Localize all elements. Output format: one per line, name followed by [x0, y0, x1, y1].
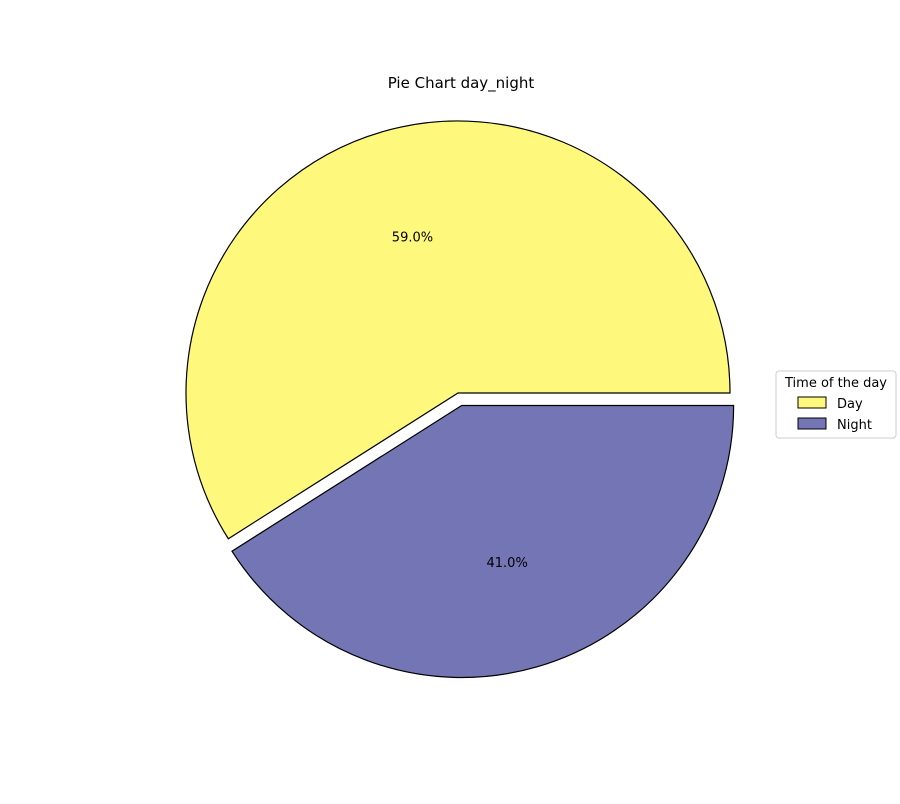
- pie-pct-label-day: 59.0%: [392, 230, 433, 245]
- pie-slice-day: [185, 120, 731, 540]
- legend-swatch-night: [797, 417, 827, 430]
- legend-label-night: Night: [837, 418, 872, 433]
- chart-title: Pie Chart day_night: [388, 74, 535, 93]
- legend: Time of the day Day Night: [775, 370, 897, 439]
- pie-slices: [185, 120, 735, 679]
- pie-data-labels: 59.0% 41.0%: [392, 230, 528, 571]
- legend-swatch-day: [797, 396, 827, 409]
- legend-title: Time of the day: [784, 376, 887, 391]
- pie-slice-night: [231, 404, 735, 679]
- legend-label-day: Day: [837, 397, 863, 412]
- pie-pct-label-night: 41.0%: [487, 556, 528, 571]
